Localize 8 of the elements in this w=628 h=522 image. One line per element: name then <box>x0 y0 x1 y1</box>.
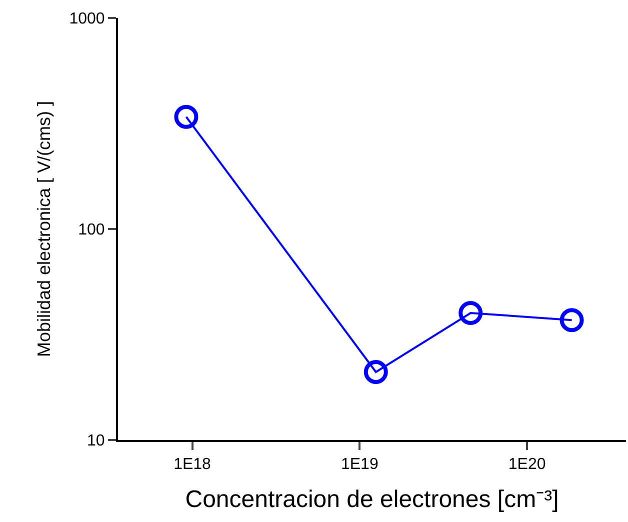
x-tick-label: 1E19 <box>340 456 378 474</box>
x-tick-label: 1E20 <box>508 456 546 474</box>
y-axis-title: Mobilidad electronica [ V/(cms) ] <box>34 100 54 358</box>
y-tick-label: 1000 <box>69 10 105 28</box>
y-tick-label: 100 <box>78 222 105 239</box>
x-tick-label: 1E18 <box>174 456 212 474</box>
x-axis-title: Concentracion de electrones [cm⁻³] <box>185 486 559 513</box>
y-tick-label: 10 <box>87 432 105 450</box>
